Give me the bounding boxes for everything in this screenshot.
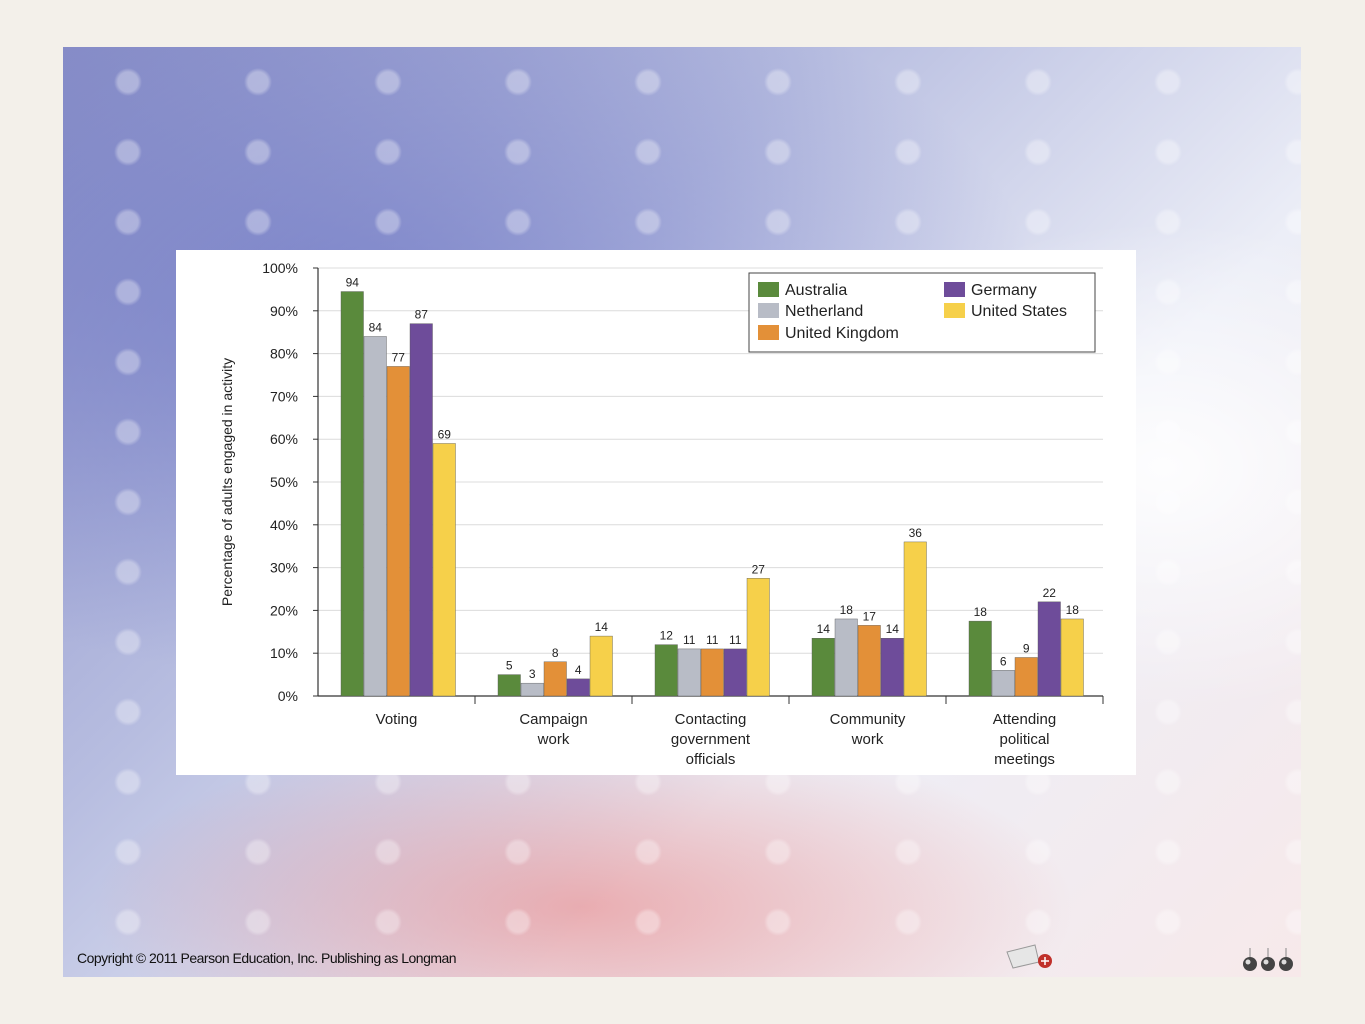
- y-tick-label: 30%: [270, 560, 298, 576]
- bar: [1060, 618, 1084, 697]
- bar: [880, 638, 904, 697]
- y-tick-label: 70%: [270, 388, 298, 404]
- x-tick-label: officials: [686, 751, 736, 768]
- bar: [566, 678, 590, 697]
- y-tick-label: 10%: [270, 645, 298, 661]
- data-label: 18: [974, 605, 988, 619]
- x-tick-label: government: [671, 731, 751, 748]
- bar-chart: 0% 10% 20% 30% 40% 50% 60% 70% 80% 90% 100% Percent…: [219, 260, 1104, 768]
- data-label: 18: [840, 603, 854, 617]
- bar: [520, 682, 544, 697]
- data-label: 87: [415, 308, 429, 322]
- data-label: 12: [660, 629, 674, 643]
- legend-swatch: [758, 303, 779, 318]
- y-tick-label: 40%: [270, 517, 298, 533]
- y-tick-label: 60%: [270, 431, 298, 447]
- bar: [386, 366, 410, 697]
- data-label: 22: [1043, 586, 1057, 600]
- data-label: 14: [595, 620, 609, 634]
- y-tick-label: 0%: [278, 688, 298, 704]
- legend-swatch: [758, 325, 779, 340]
- x-tick-label: meetings: [994, 751, 1055, 768]
- bar: [1014, 657, 1038, 697]
- bar: [903, 541, 927, 697]
- y-axis-label: Percentage of adults engaged in activity: [219, 358, 235, 606]
- pearson-logo-icon: [1006, 944, 1052, 969]
- x-tick-label: Voting: [376, 711, 418, 728]
- data-label: 11: [683, 633, 696, 647]
- data-label: 84: [369, 320, 383, 334]
- data-label: 17: [863, 609, 877, 623]
- x-tick-label: Community: [830, 711, 906, 728]
- bar: [857, 625, 881, 697]
- bar: [723, 648, 747, 697]
- bar: [1037, 601, 1061, 697]
- y-tick-label: 80%: [270, 346, 298, 362]
- bar: [991, 670, 1015, 697]
- y-tick-label: 100%: [262, 260, 298, 276]
- data-label: 69: [438, 427, 452, 441]
- data-label: 11: [706, 633, 719, 647]
- y-tick-label: 50%: [270, 474, 298, 490]
- bar: [811, 638, 835, 697]
- x-tick-label: work: [851, 731, 884, 748]
- data-label: 14: [886, 622, 900, 636]
- legend-swatch: [758, 282, 779, 297]
- bar: [968, 620, 992, 697]
- data-label: 9: [1023, 641, 1030, 655]
- data-label: 77: [392, 350, 406, 364]
- copyright-text: Copyright © 2011 Pearson Education, Inc.…: [77, 950, 457, 966]
- data-label: 6: [1000, 654, 1007, 668]
- data-label: 11: [729, 633, 742, 647]
- data-label: 18: [1066, 603, 1080, 617]
- data-label: 36: [909, 526, 923, 540]
- bar: [432, 443, 456, 697]
- data-label: 14: [817, 622, 831, 636]
- legend-label: United States: [971, 303, 1067, 320]
- legend-label: Germany: [971, 282, 1037, 299]
- legend-label: United Kingdom: [785, 325, 899, 342]
- x-tick-label: Attending: [993, 711, 1056, 728]
- slide-navigation-icon[interactable]: [1240, 948, 1296, 972]
- bar: [746, 578, 770, 697]
- legend-box: [748, 272, 1096, 353]
- bar: [700, 648, 724, 697]
- bar: [834, 618, 858, 697]
- chart-panel: 0% 10% 20% 30% 40% 50% 60% 70% 80% 90% 100% Percent…: [176, 250, 1136, 775]
- data-label: 8: [552, 646, 559, 660]
- x-tick-label: work: [537, 731, 570, 748]
- x-tick-label: Contacting: [675, 711, 747, 728]
- bar: [340, 291, 364, 697]
- legend-label: Netherland: [785, 303, 863, 320]
- data-label: 94: [346, 276, 360, 290]
- data-label: 3: [529, 667, 536, 681]
- x-tick-label: Campaign: [519, 711, 587, 728]
- bar: [363, 336, 387, 697]
- legend-label: Australia: [785, 282, 847, 299]
- y-tick-label: 20%: [270, 602, 298, 618]
- legend-swatch: [944, 303, 965, 318]
- x-tick-label: political: [999, 731, 1049, 748]
- bar: [543, 661, 567, 697]
- y-tick-label: 90%: [270, 303, 298, 319]
- bar: [677, 648, 701, 697]
- data-label: 4: [575, 663, 582, 677]
- bar: [409, 323, 433, 697]
- legend-swatch: [944, 282, 965, 297]
- data-label: 27: [752, 562, 766, 576]
- bar: [589, 635, 613, 697]
- bar: [497, 674, 521, 697]
- data-label: 5: [506, 659, 513, 673]
- bar: [654, 644, 678, 697]
